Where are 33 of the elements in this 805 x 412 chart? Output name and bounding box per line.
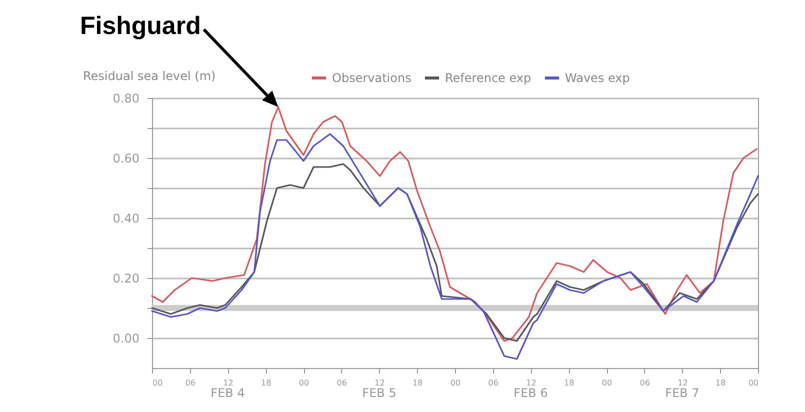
x-tick-label: 00 [152, 378, 163, 388]
x-tick-label: 06 [488, 378, 498, 388]
y-tick-label: 0.60 [112, 152, 140, 166]
x-tick-label: 18 [564, 378, 574, 388]
x-tick-label: 12 [526, 378, 536, 388]
legend-label: Observations [332, 71, 412, 85]
x-tick-label: 12 [223, 378, 234, 388]
legend-label: Reference exp [445, 71, 532, 85]
line-series [151, 133, 759, 360]
y-tick-label: 0.80 [112, 92, 140, 106]
line-series [151, 163, 759, 342]
text: FEB 6 [514, 386, 548, 400]
x-tick-label: 00 [298, 378, 310, 388]
text: FEB 5 [362, 386, 396, 400]
x-tick-label: 12 [374, 378, 385, 388]
y-tick-label: 0.00 [112, 332, 140, 346]
x-tick-label: 06 [336, 378, 347, 388]
x-tick-label: 18 [412, 378, 423, 388]
x-tick-label: 12 [678, 378, 688, 388]
legend-label: Waves exp [565, 71, 630, 85]
x-tick-label: 18 [261, 378, 272, 388]
x-tick-label: 00 [450, 378, 461, 388]
x-tick-label: 00 [602, 378, 612, 388]
chart-title: Residual sea level (m) [83, 69, 216, 83]
text: Fishguard [80, 12, 201, 41]
x-tick-label: 06 [640, 378, 650, 388]
y-tick-label: 0.40 [112, 212, 140, 226]
text: FEB 7 [665, 386, 700, 400]
text: FEB 4 [210, 386, 245, 400]
x-tick-label: 06 [185, 378, 196, 388]
y-tick-label: 0.20 [112, 272, 140, 286]
x-tick-label: 18 [716, 378, 726, 388]
x-tick-label: 00 [748, 378, 758, 388]
